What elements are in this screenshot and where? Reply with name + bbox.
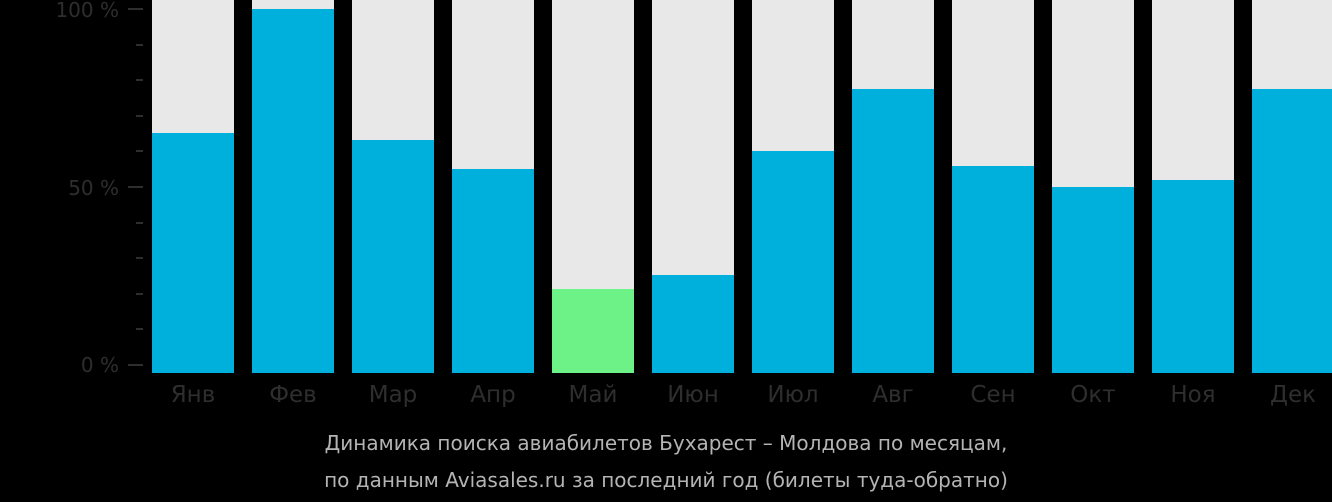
caption-line-2: по данным Aviasales.ru за последний год … <box>324 468 1008 492</box>
minor-tick <box>136 221 143 224</box>
bar-1 <box>152 0 234 373</box>
x-label: Ноя <box>1170 382 1216 408</box>
caption-line-1: Динамика поиска авиабилетов Бухарест – М… <box>324 431 1008 455</box>
bar-fill <box>252 9 334 373</box>
x-label: Апр <box>470 382 516 408</box>
bar-fill <box>652 274 734 373</box>
bar-2 <box>252 0 334 373</box>
minor-tick <box>136 292 143 295</box>
bar-12 <box>1252 0 1332 373</box>
minor-tick <box>136 150 143 153</box>
bar-7 <box>752 0 834 373</box>
bar-fill <box>352 140 434 373</box>
bar-6 <box>652 0 734 373</box>
bar-fill <box>952 165 1034 373</box>
x-label: Фев <box>269 382 317 408</box>
bar-fill <box>452 169 534 373</box>
x-label: Май <box>568 382 618 408</box>
bar-3 <box>352 0 434 373</box>
x-label: Авг <box>872 382 914 408</box>
bar-fill <box>1152 180 1234 373</box>
bar-fill <box>552 289 634 373</box>
bar-9 <box>952 0 1034 373</box>
x-label: Июн <box>667 382 719 408</box>
bar-fill <box>1052 187 1134 373</box>
x-label: Окт <box>1070 382 1116 408</box>
bar-10 <box>1052 0 1134 373</box>
x-label: Мар <box>368 382 418 408</box>
bar-8 <box>852 0 934 373</box>
bar-fill <box>852 89 934 373</box>
y-label-0: 0 % <box>80 353 119 377</box>
major-tick <box>128 8 143 10</box>
bar-5 <box>552 0 634 373</box>
x-label: Сен <box>970 382 1016 408</box>
y-label-50: 50 % <box>68 176 119 200</box>
bar-fill <box>1252 89 1332 373</box>
x-label: Июл <box>767 382 819 408</box>
minor-tick <box>136 114 143 117</box>
major-tick <box>128 186 143 188</box>
major-tick <box>128 364 143 366</box>
bar-fill <box>752 150 834 373</box>
x-label: Янв <box>170 382 216 408</box>
x-label: Дек <box>1269 382 1316 408</box>
minor-tick <box>136 257 143 260</box>
bar-fill <box>152 132 234 373</box>
minor-tick <box>136 43 143 46</box>
bar-4 <box>452 0 534 373</box>
y-label-100: 100 % <box>55 0 119 22</box>
minor-tick <box>136 328 143 331</box>
bar-11 <box>1152 0 1234 373</box>
minor-tick <box>136 79 143 82</box>
